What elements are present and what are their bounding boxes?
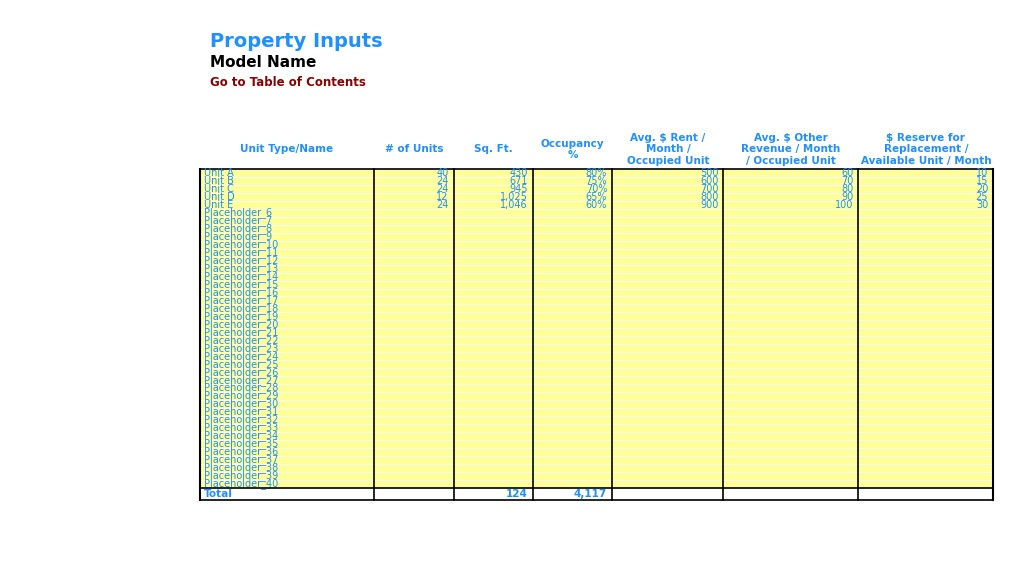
Text: Placeholder_16: Placeholder_16 [204,287,279,298]
Text: Property Inputs: Property Inputs [210,32,383,51]
Text: Occupancy
%: Occupancy % [541,138,604,160]
Text: 600: 600 [700,176,719,186]
Text: 30: 30 [976,200,988,210]
Text: Placeholder_13: Placeholder_13 [204,263,279,274]
Text: 70: 70 [841,176,853,186]
Text: Unit B: Unit B [204,176,233,186]
Text: Unit C: Unit C [204,184,233,194]
Text: Sq. Ft.: Sq. Ft. [474,144,513,155]
Text: Placeholder_18: Placeholder_18 [204,303,279,314]
Text: 10: 10 [976,168,988,178]
Text: 12: 12 [436,192,449,202]
Text: Placeholder_32: Placeholder_32 [204,414,279,425]
Text: 1,025: 1,025 [500,192,528,202]
Text: 500: 500 [699,168,719,178]
Text: Avg. $ Other
Revenue / Month
/ Occupied Unit: Avg. $ Other Revenue / Month / Occupied … [741,133,841,166]
Text: 24: 24 [436,200,449,210]
Text: $ Reserve for
Replacement /
Available Unit / Month: $ Reserve for Replacement / Available Un… [860,133,991,166]
Text: 124: 124 [506,489,528,499]
Text: Unit Type/Name: Unit Type/Name [241,144,334,155]
Text: 800: 800 [700,192,719,202]
Text: Placeholder_19: Placeholder_19 [204,311,279,322]
Text: Placeholder_6: Placeholder_6 [204,207,272,218]
Text: 60%: 60% [586,200,607,210]
Text: Placeholder_23: Placeholder_23 [204,343,279,354]
Text: # of Units: # of Units [385,144,443,155]
Text: 90: 90 [841,192,853,202]
Text: Placeholder_33: Placeholder_33 [204,422,279,433]
Text: Placeholder_28: Placeholder_28 [204,383,279,394]
Text: 15: 15 [976,176,988,186]
Text: 40: 40 [436,168,449,178]
Text: Total: Total [204,489,232,499]
Text: Placeholder_29: Placeholder_29 [204,391,279,402]
Text: Placeholder_12: Placeholder_12 [204,255,279,266]
Text: Placeholder_26: Placeholder_26 [204,366,279,377]
Text: Placeholder_22: Placeholder_22 [204,335,279,346]
Text: Placeholder_24: Placeholder_24 [204,351,279,362]
Text: Placeholder_9: Placeholder_9 [204,231,272,242]
Text: Placeholder_25: Placeholder_25 [204,359,279,370]
Text: 24: 24 [436,184,449,194]
Text: Placeholder_7: Placeholder_7 [204,215,272,226]
Text: 100: 100 [835,200,853,210]
Text: 70%: 70% [586,184,607,194]
Text: 80: 80 [841,184,853,194]
Text: 25: 25 [976,192,988,202]
Text: Unit A: Unit A [204,168,233,178]
Text: 80%: 80% [586,168,607,178]
Text: 4,117: 4,117 [574,489,607,499]
Text: Placeholder_8: Placeholder_8 [204,223,272,234]
Text: Placeholder_20: Placeholder_20 [204,319,279,330]
Text: 1,046: 1,046 [501,200,528,210]
Text: 75%: 75% [586,176,607,186]
Text: Placeholder_27: Placeholder_27 [204,374,279,385]
Text: Placeholder_38: Placeholder_38 [204,462,279,473]
Text: Placeholder_39: Placeholder_39 [204,470,279,481]
Text: 700: 700 [699,184,719,194]
Text: 430: 430 [510,168,528,178]
Text: Placeholder_37: Placeholder_37 [204,454,279,465]
Text: Placeholder_10: Placeholder_10 [204,239,279,250]
Text: Placeholder_36: Placeholder_36 [204,446,279,457]
Text: Go to Table of Contents: Go to Table of Contents [210,76,366,89]
Text: Placeholder_35: Placeholder_35 [204,439,279,449]
Text: Placeholder_17: Placeholder_17 [204,295,279,306]
Text: Model Name: Model Name [210,55,316,70]
Text: Placeholder_40: Placeholder_40 [204,478,279,489]
Text: Placeholder_34: Placeholder_34 [204,430,279,441]
Text: 20: 20 [976,184,988,194]
Text: Placeholder_15: Placeholder_15 [204,279,279,290]
Text: 60: 60 [841,168,853,178]
Text: 65%: 65% [586,192,607,202]
Text: Placeholder_31: Placeholder_31 [204,406,279,417]
Text: Avg. $ Rent /
Month /
Occupied Unit: Avg. $ Rent / Month / Occupied Unit [627,133,710,166]
Text: Placeholder_11: Placeholder_11 [204,247,279,258]
Text: 900: 900 [700,200,719,210]
Text: 671: 671 [509,176,528,186]
Text: Unit E: Unit E [204,200,233,210]
Text: 945: 945 [509,184,528,194]
Text: Placeholder_30: Placeholder_30 [204,399,279,410]
Text: Placeholder_21: Placeholder_21 [204,327,279,338]
Text: 24: 24 [436,176,449,186]
Text: Placeholder_14: Placeholder_14 [204,271,279,282]
Text: Unit D: Unit D [204,192,234,202]
